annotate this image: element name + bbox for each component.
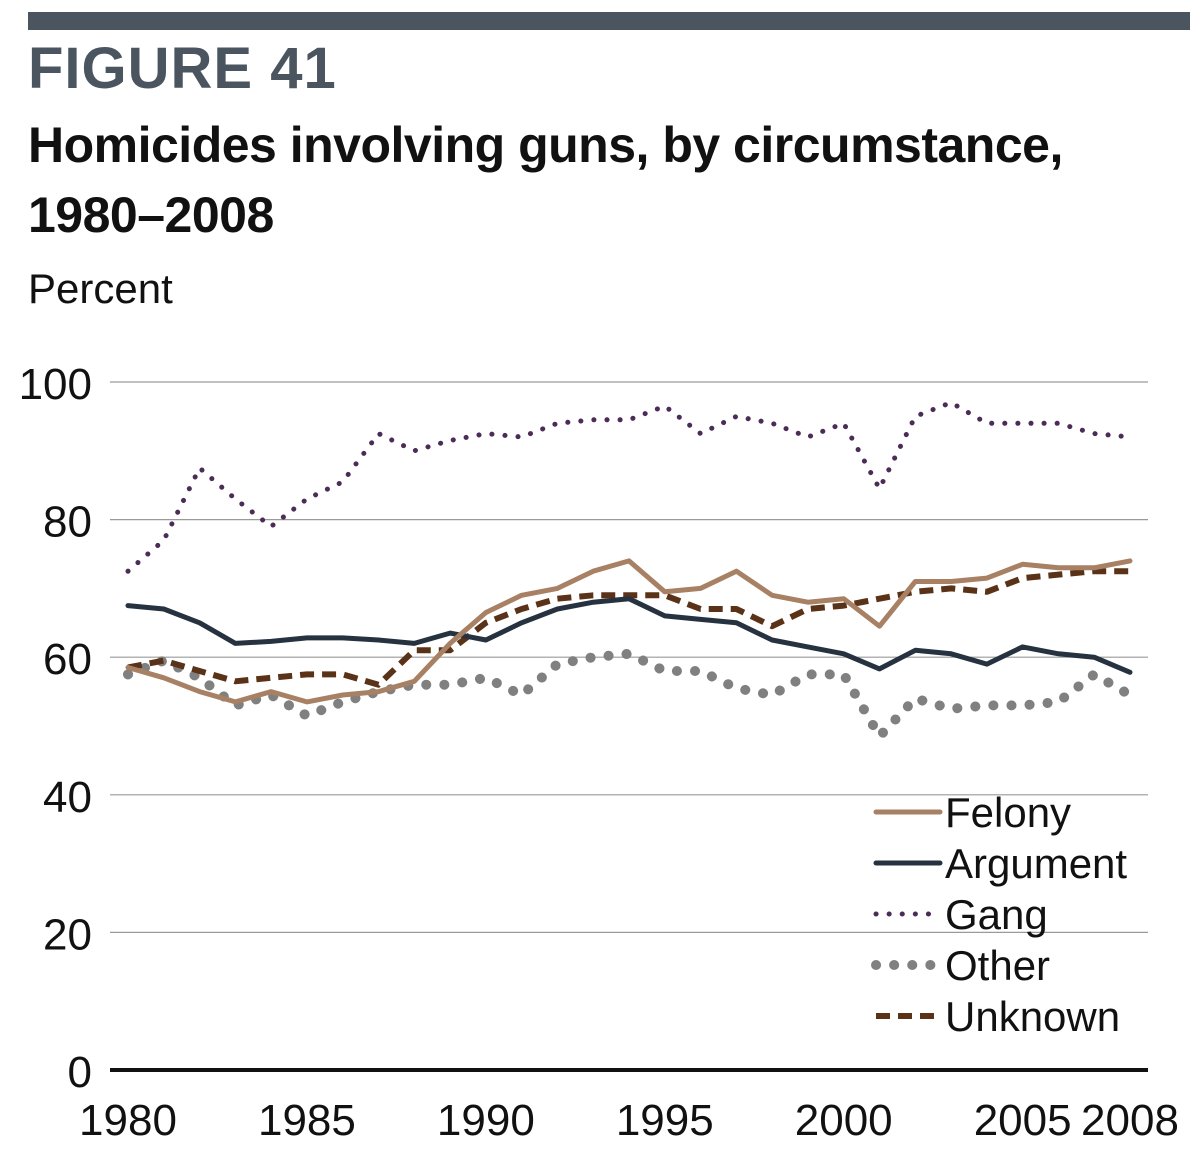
- legend-label-gang: Gang: [945, 891, 1048, 938]
- y-axis-unit-label: Percent: [28, 265, 173, 312]
- series-line-other: [123, 648, 1135, 742]
- x-tick-label: 2005: [974, 1096, 1072, 1145]
- figure-label: FIGURE 41: [28, 36, 337, 101]
- chart-title: Homicides involving guns, by circumstanc…: [28, 117, 1063, 243]
- x-tick-label: 1990: [437, 1096, 535, 1145]
- x-tick-label: 1980: [79, 1096, 177, 1145]
- top-rule: [28, 12, 1190, 30]
- x-tick-label: 2008: [1081, 1096, 1179, 1145]
- legend-label-felony: Felony: [945, 789, 1071, 836]
- y-tick-label: 100: [19, 360, 92, 409]
- legend-label-other: Other: [945, 942, 1050, 989]
- y-tick-label: 0: [68, 1048, 92, 1097]
- x-tick-label: 1995: [616, 1096, 714, 1145]
- series-line-felony: [125, 558, 1133, 705]
- legend-label-argument: Argument: [945, 840, 1127, 887]
- y-tick-label: 20: [43, 910, 92, 959]
- x-tick-label: 1985: [258, 1096, 356, 1145]
- y-tick-label: 60: [43, 635, 92, 684]
- series-line-unknown: [127, 568, 1130, 688]
- x-tick-label: 2000: [795, 1096, 893, 1145]
- series-line-gang: [125, 400, 1133, 574]
- series-line-argument: [125, 596, 1133, 675]
- y-tick-label: 80: [43, 498, 92, 547]
- y-tick-label: 40: [43, 773, 92, 822]
- legend-label-unknown: Unknown: [945, 993, 1120, 1040]
